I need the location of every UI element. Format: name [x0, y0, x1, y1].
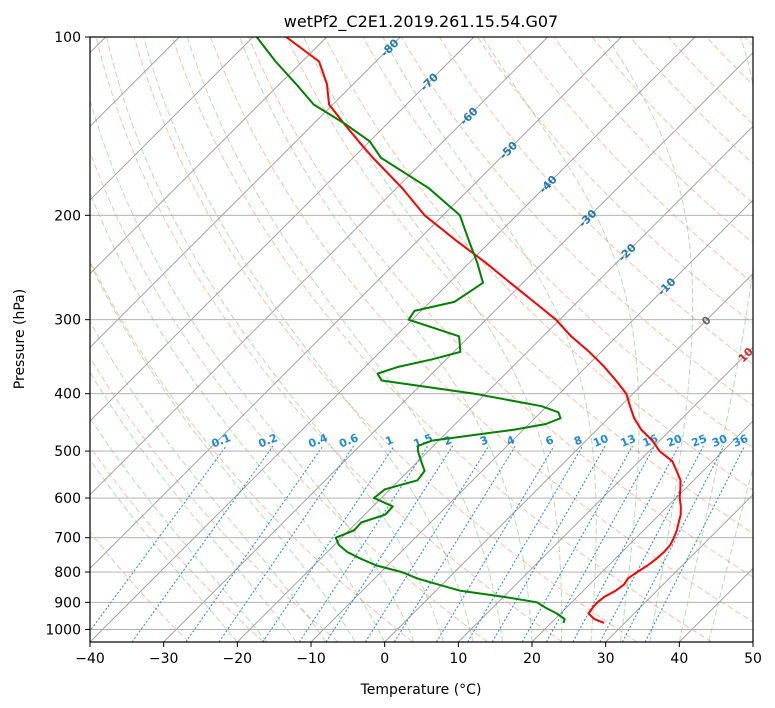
isotherm-line — [384, 273, 753, 642]
y-tick-label: 900 — [54, 595, 81, 611]
mixing-ratio-label: 20 — [665, 432, 684, 450]
x-tick-label: 40 — [670, 651, 688, 667]
dry-adiabat — [477, 37, 753, 325]
temperature-profile — [285, 37, 682, 624]
moist-adiabat — [606, 37, 694, 642]
plot-frame — [89, 36, 754, 643]
mixing-ratio-label: 1 — [383, 433, 395, 448]
mixing-ratio-label: 8 — [572, 433, 584, 448]
grid-lines — [90, 37, 753, 642]
mixing-ratio-label: 10 — [591, 432, 610, 450]
x-tick-label: −40 — [75, 651, 105, 667]
mixing-ratio-label: 2 — [442, 433, 454, 448]
mixing-ratio-line — [90, 445, 227, 632]
mixing-ratio-line — [644, 445, 746, 642]
isotherm-line — [90, 37, 622, 569]
chart-title: wetPf2_C2E1.2019.261.15.54.G07 — [284, 12, 558, 32]
plot-area — [90, 37, 753, 642]
mixing-ratio-line — [393, 445, 516, 642]
isotherm-line — [90, 37, 254, 201]
y-tick-label: 600 — [54, 491, 81, 507]
mixing-ratio-line — [325, 445, 454, 642]
x-tick-label: −20 — [223, 651, 253, 667]
dry-adiabat — [90, 531, 190, 642]
dry-adiabat — [90, 150, 488, 642]
dry-adiabat — [171, 37, 712, 642]
isotherm-line — [163, 52, 753, 642]
moist-adiabat — [239, 37, 533, 642]
isotherm-line — [90, 37, 401, 348]
y-tick-label: 400 — [54, 387, 81, 403]
isotherm-line — [458, 346, 753, 642]
y-axis-label: Pressure (hPa) — [12, 289, 28, 389]
moist-adiabat — [678, 37, 753, 642]
mixing-ratio-label: 30 — [710, 432, 729, 450]
isotherm-line — [531, 420, 753, 642]
y-tick-label: 500 — [54, 444, 81, 460]
moist-adiabat — [482, 37, 640, 642]
mixing-ratio-line — [467, 445, 584, 642]
background-lines — [90, 24, 775, 642]
dry-adiabat — [90, 356, 339, 642]
dry-adiabat — [324, 37, 753, 491]
x-tick-label: 20 — [523, 651, 541, 667]
isotherm-line — [90, 37, 548, 496]
sounding-profiles — [255, 37, 682, 624]
dry-adiabat — [133, 37, 638, 642]
moist-adiabat — [186, 37, 503, 642]
x-tick-label: −30 — [149, 651, 179, 667]
moist-adiabat — [90, 191, 386, 642]
moist-adiabat — [90, 458, 238, 642]
moist-adiabat — [90, 261, 356, 642]
y-tick-label: 200 — [54, 208, 81, 224]
moist-adiabat — [382, 37, 597, 642]
isotherm-line — [752, 641, 753, 642]
moist-adiabat — [303, 37, 563, 642]
x-tick-label: −10 — [296, 651, 326, 667]
dewpoint-profile — [255, 37, 566, 624]
moist-adiabat — [90, 371, 297, 642]
dry-adiabat — [438, 37, 753, 366]
dry-adiabat — [770, 24, 775, 642]
dry-adiabat — [286, 37, 753, 534]
mixing-ratio-line — [545, 445, 656, 642]
mixing-ratio-line — [599, 445, 704, 642]
x-tick-label: 50 — [744, 651, 762, 667]
moist-adiabat — [90, 416, 268, 642]
x-axis: −40 −30 −20 −10 0 10 20 30 40 50 — [75, 642, 762, 667]
x-tick-label: 0 — [380, 651, 389, 667]
isotherm-line — [605, 494, 753, 642]
y-tick-label: 100 — [54, 30, 81, 46]
y-tick-label: 300 — [54, 313, 81, 329]
y-tick-label: 1000 — [45, 622, 81, 638]
y-tick-label: 700 — [54, 531, 81, 547]
mixing-ratio-line — [621, 445, 725, 642]
mixing-ratio-label: 13 — [619, 432, 638, 450]
mixing-ratio-line — [262, 445, 395, 642]
mixing-ratio-line — [131, 445, 274, 642]
x-axis-label: Temperature (°C) — [360, 682, 482, 698]
y-axis: 100 200 300 400 500 600 700 800 900 1000 — [45, 30, 90, 638]
mixing-ratio-line — [521, 445, 633, 642]
mixing-ratio-line — [364, 445, 490, 642]
isotherm-line — [90, 37, 327, 275]
mixing-ratio-line — [298, 445, 429, 642]
mixing-ratio-label: 25 — [690, 432, 709, 450]
isotherm-line — [90, 37, 696, 642]
mixing-ratio-line — [491, 445, 606, 642]
dry-adiabat — [95, 37, 563, 642]
isotherm-line — [90, 37, 475, 422]
x-tick-label: 10 — [449, 651, 467, 667]
mixing-ratio-label: 36 — [731, 432, 750, 450]
y-tick-label: 800 — [54, 565, 81, 581]
moist-adiabat — [143, 37, 474, 642]
moist-adiabat — [106, 37, 445, 642]
x-tick-label: 30 — [597, 651, 615, 667]
isotherm-line — [310, 199, 753, 642]
mixing-ratio-label: 3 — [478, 433, 490, 448]
dry-adiabat — [362, 37, 753, 449]
